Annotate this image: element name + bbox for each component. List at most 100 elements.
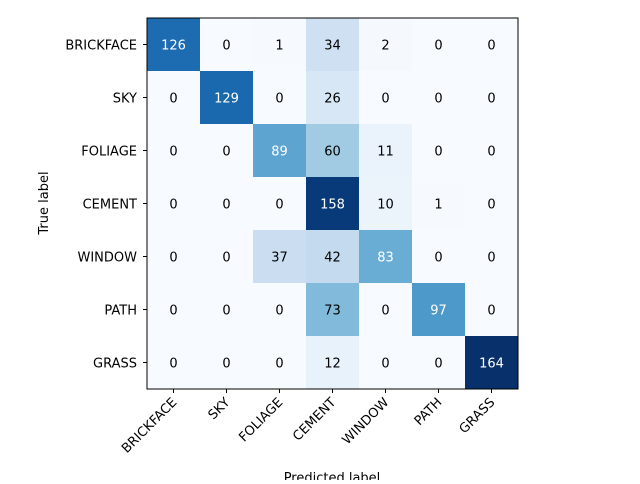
matrix-cell: [465, 71, 519, 125]
matrix-cell: [253, 177, 307, 231]
matrix-cell: [412, 336, 466, 390]
matrix-cell: [147, 71, 201, 125]
matrix-cell-value: 0: [434, 357, 442, 372]
matrix-cell: [306, 124, 360, 178]
matrix-cell: [306, 336, 360, 390]
matrix-cell: [412, 124, 466, 178]
matrix-cell: [147, 336, 201, 390]
x-tick-label: WINDOW: [340, 395, 393, 448]
matrix-cell-value: 0: [487, 92, 495, 107]
matrix-cell: [465, 177, 519, 231]
matrix-cell: [306, 283, 360, 337]
matrix-cell-value: 42: [324, 251, 341, 266]
matrix-cell-value: 37: [271, 251, 288, 266]
matrix-cell: [253, 230, 307, 284]
matrix-cell: [412, 71, 466, 125]
matrix-cell-value: 11: [377, 145, 394, 160]
matrix-cell-value: 0: [381, 92, 389, 107]
matrix-cell-value: 0: [434, 145, 442, 160]
y-tick-label: GRASS: [93, 357, 137, 372]
matrix-cell-value: 0: [381, 357, 389, 372]
matrix-cell-value: 0: [275, 304, 283, 319]
matrix-cell: [306, 71, 360, 125]
matrix-cell-value: 0: [434, 251, 442, 266]
matrix-cell: [306, 18, 360, 72]
matrix-cell: [412, 230, 466, 284]
matrix-cell-value: 0: [487, 198, 495, 213]
x-tick-label: PATH: [412, 395, 446, 429]
matrix-cell-value: 2: [381, 39, 389, 54]
matrix-cell-value: 0: [275, 357, 283, 372]
matrix-cell-value: 0: [275, 92, 283, 107]
matrix-cell: [359, 177, 413, 231]
matrix-cell: [200, 230, 254, 284]
matrix-cell: [253, 71, 307, 125]
y-tick-label: CEMENT: [83, 198, 137, 213]
matrix-cell-value: 0: [434, 39, 442, 54]
matrix-cell: [253, 18, 307, 72]
matrix-cell: [465, 124, 519, 178]
matrix-cell: [359, 283, 413, 337]
x-axis-label: Predicted label: [284, 471, 381, 480]
x-tick-label: FOLIAGE: [236, 395, 286, 445]
y-tick-label: SKY: [113, 92, 137, 107]
matrix-cell: [200, 71, 254, 125]
matrix-cell-value: 26: [324, 92, 341, 107]
matrix-cell-value: 0: [169, 304, 177, 319]
matrix-cell-value: 164: [479, 357, 504, 372]
matrix-cell-value: 0: [169, 251, 177, 266]
matrix-cell-value: 83: [377, 251, 394, 266]
matrix-cell: [412, 283, 466, 337]
y-tick-label: WINDOW: [77, 251, 137, 266]
matrix-cell: [200, 124, 254, 178]
matrix-cell-value: 97: [430, 304, 447, 319]
x-tick-label: CEMENT: [290, 395, 339, 444]
matrix-cell-value: 0: [487, 145, 495, 160]
y-tick-label: PATH: [104, 304, 137, 319]
matrix-cell-value: 0: [275, 198, 283, 213]
matrix-cell-value: 0: [487, 39, 495, 54]
x-tick-label: GRASS: [457, 395, 499, 437]
matrix-cell: [465, 283, 519, 337]
y-tick-label: FOLIAGE: [81, 145, 137, 160]
matrix-cell-value: 158: [320, 198, 345, 213]
matrix-cell-value: 0: [222, 145, 230, 160]
matrix-cell: [465, 18, 519, 72]
matrix-cell: [465, 230, 519, 284]
matrix-cell-value: 1: [275, 39, 283, 54]
matrix-cell: [359, 336, 413, 390]
matrix-cell: [465, 336, 519, 390]
matrix-cells: [147, 18, 519, 390]
matrix-cell-value: 0: [222, 304, 230, 319]
matrix-cell: [412, 18, 466, 72]
matrix-cell: [359, 124, 413, 178]
matrix-cell-value: 0: [381, 304, 389, 319]
y-axis-ticks: BRICKFACE SKY FOLIAGE CEMENT WINDOW PATH GRASS: [65, 39, 147, 372]
matrix-cell: [200, 18, 254, 72]
matrix-cell-value: 0: [169, 198, 177, 213]
matrix-cell-value: 0: [169, 357, 177, 372]
matrix-cell-value: 129: [214, 92, 239, 107]
matrix-cell: [147, 177, 201, 231]
matrix-cell-value: 73: [324, 304, 341, 319]
matrix-cell-value: 0: [434, 92, 442, 107]
matrix-cell-value: 0: [487, 251, 495, 266]
matrix-cell: [253, 283, 307, 337]
matrix-cell-value: 0: [487, 304, 495, 319]
matrix-cell-value: 60: [324, 145, 341, 160]
matrix-cell-value: 0: [222, 198, 230, 213]
matrix-cell: [359, 71, 413, 125]
x-axis-ticks: BRICKFACE SKY FOLIAGE CEMENT WINDOW PATH GRASS: [119, 389, 498, 456]
matrix-cell-value: 0: [169, 145, 177, 160]
y-axis-label: True label: [37, 171, 52, 235]
x-tick-label: BRICKFACE: [119, 395, 180, 456]
matrix-cell: [306, 230, 360, 284]
matrix-cell: [359, 18, 413, 72]
matrix-cell: [147, 18, 201, 72]
matrix-cell: [200, 336, 254, 390]
matrix-cell: [147, 124, 201, 178]
matrix-cell-value: 0: [169, 92, 177, 107]
matrix-cell: [359, 230, 413, 284]
